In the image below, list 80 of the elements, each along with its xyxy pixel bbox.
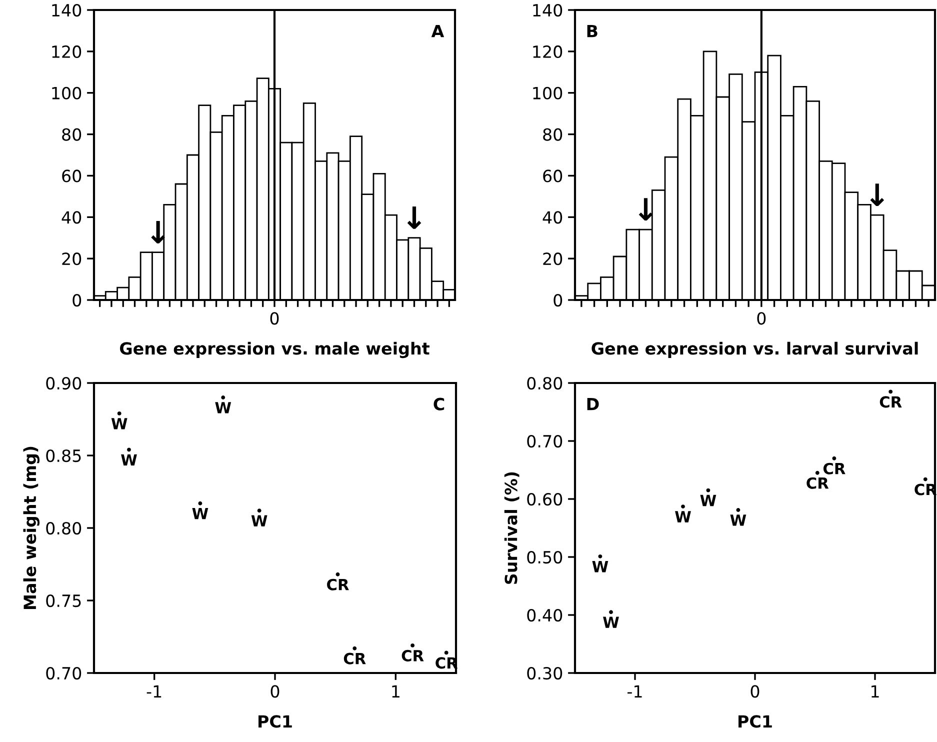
annotation: B <box>587 25 598 38</box>
x-tick-label: 0 <box>270 685 280 698</box>
text: CR <box>402 650 424 662</box>
y-tick-label: 0.70 <box>46 666 82 680</box>
series-label: CR <box>344 652 366 664</box>
y-axis-title: Male weight (mg) <box>23 446 40 610</box>
annotation: D <box>587 398 599 410</box>
y-tick-label: 0.80 <box>46 522 82 535</box>
point <box>117 411 122 416</box>
y-tick-label: 120 <box>533 45 562 58</box>
y-tick-label: 0.75 <box>46 594 81 608</box>
y-tick-label: 140 <box>52 4 82 17</box>
text: W <box>121 454 137 466</box>
point <box>336 572 340 576</box>
x-tick-label: -1 <box>628 685 642 698</box>
x-axis-title: PC1 <box>258 715 292 728</box>
y-tick-label: 0.70 <box>527 434 562 448</box>
x-tick-label: -1 <box>146 685 162 698</box>
data-label: ↓ <box>407 206 422 229</box>
y-tick-label: 0 <box>72 294 82 307</box>
data-label: ↓ <box>638 198 653 221</box>
y-tick-label: 0.40 <box>527 608 562 622</box>
point <box>888 390 893 394</box>
x-axis-title: Gene expression vs. larval survival <box>592 342 918 358</box>
point <box>736 508 740 512</box>
y-tick-label: 0 <box>554 294 562 307</box>
series-label: W <box>215 402 232 414</box>
point <box>681 504 685 509</box>
series-label: CR <box>823 462 846 474</box>
annotation: C <box>434 398 444 410</box>
y-tick-label: 60 <box>62 170 82 182</box>
y-tick-label: 80 <box>543 128 562 141</box>
point <box>832 456 836 460</box>
y-tick-label: 80 <box>62 128 82 141</box>
point <box>127 448 131 452</box>
point <box>598 554 602 558</box>
point <box>444 650 448 655</box>
point <box>706 488 710 492</box>
point <box>815 470 820 475</box>
y-tick-label: 0.90 <box>46 376 82 390</box>
y-tick-label: 20 <box>543 252 562 266</box>
text: W <box>700 494 716 506</box>
point <box>198 501 202 506</box>
text: W <box>675 511 691 522</box>
annotation: A <box>431 25 444 38</box>
x-tick-label: 1 <box>872 685 879 698</box>
text: W <box>192 508 208 520</box>
point <box>257 508 262 513</box>
y-tick-label: 140 <box>533 4 562 17</box>
y-tick-label: 0.80 <box>527 376 562 390</box>
point <box>352 646 357 650</box>
text: W <box>111 418 128 430</box>
point <box>609 610 613 614</box>
x-axis-title: Gene expression vs. male weight <box>120 342 430 358</box>
y-tick-label: 20 <box>62 252 82 266</box>
y-tick-label: 120 <box>52 45 82 58</box>
y-tick-label: 40 <box>62 211 82 224</box>
point <box>410 643 415 648</box>
series-label: W <box>592 561 608 572</box>
y-tick-label: 100 <box>52 86 82 100</box>
y-tick-label: 40 <box>542 211 562 224</box>
text: W <box>251 515 268 526</box>
y-tick-label: 0.30 <box>527 666 562 680</box>
x-tick-label: 1 <box>392 685 400 698</box>
x-tick-label: 0 <box>750 685 760 698</box>
text: CR <box>880 396 902 408</box>
text: W <box>603 616 619 628</box>
point <box>923 477 928 482</box>
text: CR <box>327 578 349 590</box>
y-axis-title: Survival (%) <box>504 472 520 584</box>
y-tick-label: 60 <box>543 170 562 182</box>
y-tick-label: 0.60 <box>527 492 562 506</box>
y-tick-label: 0.50 <box>527 550 562 564</box>
y-tick-label: 0.85 <box>46 449 81 462</box>
x-axis-title: PC1 <box>738 715 772 728</box>
y-tick-label: 100 <box>533 86 562 100</box>
text: CR <box>806 477 829 489</box>
point <box>221 396 226 400</box>
data-label: ↓ <box>870 184 884 206</box>
text: W <box>730 514 746 526</box>
